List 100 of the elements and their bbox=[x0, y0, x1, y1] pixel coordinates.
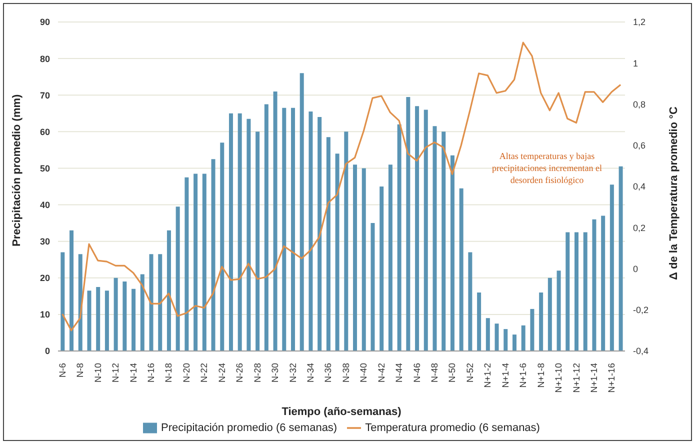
y2-axis-title: Δ de la Temperatura promedio °C bbox=[668, 106, 680, 280]
bar bbox=[228, 113, 233, 351]
bar bbox=[521, 325, 526, 351]
bar bbox=[566, 232, 570, 351]
bar bbox=[70, 230, 74, 351]
x-tick-label: N-28 bbox=[252, 363, 262, 383]
bar bbox=[477, 292, 482, 351]
x-tick-label: N+1-16 bbox=[606, 363, 617, 393]
x-tick-label: N+1-4 bbox=[500, 363, 510, 388]
bar bbox=[291, 108, 295, 351]
bar bbox=[397, 124, 402, 351]
x-tick-label: N+1-10 bbox=[554, 363, 564, 393]
bar bbox=[149, 254, 154, 351]
bar bbox=[194, 174, 198, 351]
bar bbox=[530, 308, 534, 351]
bar bbox=[87, 290, 92, 351]
x-tick-label: N-38 bbox=[340, 363, 351, 383]
bar bbox=[362, 168, 366, 351]
y2-tick-label: 1 bbox=[633, 58, 638, 68]
bar bbox=[211, 159, 216, 351]
bar bbox=[60, 252, 65, 351]
bar bbox=[184, 177, 189, 351]
bar bbox=[539, 292, 544, 351]
x-tick-label: N-42 bbox=[376, 363, 386, 383]
x-tick-label: N-30 bbox=[270, 363, 280, 383]
x-tick-label: N-18 bbox=[164, 363, 174, 383]
x-tick-label: N-50 bbox=[447, 363, 458, 383]
bar bbox=[512, 334, 516, 351]
x-tick-label: N-34 bbox=[305, 363, 316, 383]
x-tick-label: N+1-12 bbox=[571, 363, 582, 393]
bar bbox=[494, 324, 499, 351]
bar bbox=[335, 154, 340, 351]
x-tick-label: N-12 bbox=[110, 363, 121, 383]
x-axis-title: Tiempo (año-semanas) bbox=[282, 406, 402, 418]
x-tick-label: N-14 bbox=[128, 363, 138, 383]
x-tick-label: N-10 bbox=[92, 363, 103, 383]
bar bbox=[380, 186, 384, 351]
bar bbox=[104, 290, 109, 351]
bar bbox=[264, 104, 268, 351]
legend-label: Temperatura promedio (6 semanas) bbox=[365, 422, 540, 434]
x-tick-label: N-8 bbox=[75, 363, 86, 378]
bar bbox=[273, 91, 278, 351]
bar bbox=[326, 137, 330, 351]
legend-label: Precipitación promedio (6 semanas) bbox=[161, 422, 338, 434]
y2-tick-label: 0,4 bbox=[633, 182, 646, 192]
bar bbox=[406, 96, 410, 351]
bar bbox=[601, 216, 606, 351]
y-tick-label: 40 bbox=[40, 200, 50, 210]
bar bbox=[592, 219, 596, 351]
y2-tick-label: 1,2 bbox=[633, 17, 646, 28]
annotation: Altas temperaturas y bajas precipitaciones incrementan el desorden fisiológico bbox=[491, 150, 603, 186]
x-tick-label: N-24 bbox=[216, 363, 227, 383]
x-tick-label: N+1-14 bbox=[588, 363, 599, 393]
bar bbox=[432, 126, 437, 351]
y-tick-label: 50 bbox=[40, 163, 50, 174]
y2-tick-label: 0 bbox=[633, 264, 638, 274]
y2-tick-label: -0,4 bbox=[633, 346, 649, 356]
y-tick-label: 70 bbox=[40, 90, 50, 100]
x-tick-label: N-36 bbox=[323, 363, 334, 383]
bar bbox=[96, 287, 100, 351]
x-tick-label: N+1-6 bbox=[518, 363, 528, 388]
bar bbox=[548, 278, 552, 351]
bar bbox=[202, 174, 206, 351]
x-tick-label: N-40 bbox=[358, 363, 369, 383]
bar bbox=[610, 184, 614, 351]
bar bbox=[256, 132, 260, 351]
y-axis-title: Precipitación promedio (mm) bbox=[10, 94, 23, 246]
bar bbox=[415, 106, 420, 351]
y2-tick-label: -0,2 bbox=[633, 305, 649, 316]
y-tick-label: 10 bbox=[40, 310, 50, 320]
bar bbox=[220, 142, 224, 351]
x-tick-label: N-32 bbox=[288, 363, 298, 383]
bar bbox=[450, 155, 454, 351]
x-tick-label: N+1-2 bbox=[482, 363, 493, 388]
bar bbox=[556, 270, 561, 351]
bar bbox=[238, 113, 242, 351]
y2-tick-label: 0,6 bbox=[633, 140, 646, 151]
x-tick-label: N-22 bbox=[199, 363, 210, 383]
bar bbox=[114, 278, 118, 351]
line-series bbox=[62, 42, 622, 332]
bar bbox=[618, 166, 623, 351]
bar bbox=[78, 254, 82, 351]
bar bbox=[468, 252, 472, 351]
bar bbox=[370, 223, 375, 351]
bar bbox=[504, 329, 508, 351]
bar bbox=[132, 288, 136, 351]
x-tick-label: N-44 bbox=[394, 363, 404, 383]
y2-tick-label: 0,2 bbox=[633, 222, 646, 233]
x-tick-label: N-46 bbox=[412, 363, 422, 383]
bar bbox=[442, 132, 446, 351]
x-tick-label: N-6 bbox=[57, 363, 68, 378]
bar bbox=[344, 132, 348, 351]
x-tick-label: N-48 bbox=[430, 363, 440, 383]
bar bbox=[166, 230, 171, 351]
bar bbox=[158, 254, 162, 351]
bar bbox=[122, 282, 127, 351]
bar bbox=[318, 117, 322, 351]
x-tick-label: N-16 bbox=[146, 363, 156, 383]
y-tick-label: 30 bbox=[40, 236, 50, 247]
x-tick-label: N+1-8 bbox=[536, 363, 546, 388]
